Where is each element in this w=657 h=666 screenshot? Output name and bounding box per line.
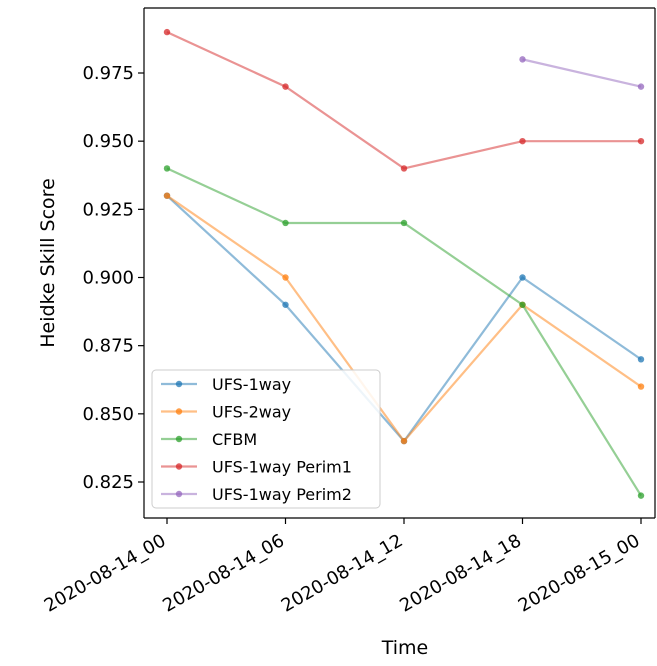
x-axis-label: Time — [381, 637, 429, 659]
y-tick-label: 0.875 — [82, 336, 134, 357]
data-point — [519, 56, 525, 62]
data-point — [401, 220, 407, 226]
x-tick-label: 2020-08-15_00 — [515, 530, 644, 616]
data-point — [164, 29, 170, 35]
y-axis-label: Heidke Skill Score — [37, 178, 59, 348]
data-point — [638, 492, 644, 498]
y-tick-label: 0.950 — [82, 131, 134, 152]
legend-entry-label: UFS-1way — [212, 375, 291, 394]
legend-swatch-marker — [176, 463, 182, 469]
data-point — [638, 356, 644, 362]
data-point — [519, 302, 525, 308]
x-tick-label: 2020-08-14_00 — [41, 530, 170, 616]
x-axis-ticks: 2020-08-14_002020-08-14_062020-08-14_122… — [41, 518, 644, 617]
data-point — [519, 274, 525, 280]
legend-swatch-marker — [176, 408, 182, 414]
y-tick-label: 0.825 — [82, 472, 134, 493]
data-point — [282, 302, 288, 308]
x-tick-label: 2020-08-14_12 — [278, 530, 407, 616]
legend-entry-label: UFS-1way Perim2 — [212, 485, 352, 504]
data-point — [282, 274, 288, 280]
y-tick-label: 0.925 — [82, 199, 134, 220]
y-tick-label: 0.900 — [82, 268, 134, 289]
legend-entry-label: UFS-2way — [212, 403, 291, 422]
data-point — [164, 193, 170, 199]
y-axis-ticks: 0.825 0.850 0.875 0.900 0.925 0.950 0.975 — [82, 63, 144, 493]
data-point — [638, 383, 644, 389]
legend-swatch-marker — [176, 436, 182, 442]
y-tick-label: 0.975 — [82, 63, 134, 84]
x-tick-label: 2020-08-14_18 — [396, 530, 525, 616]
legend-swatch-marker — [176, 381, 182, 387]
data-point — [638, 138, 644, 144]
data-point — [164, 165, 170, 171]
data-point — [519, 138, 525, 144]
legend-swatch-marker — [176, 491, 182, 497]
data-point — [638, 83, 644, 89]
y-tick-label: 0.850 — [82, 404, 134, 425]
data-point — [401, 165, 407, 171]
legend: UFS-1way UFS-2way CFBM UFS-1way Perim1 UFS-1… — [152, 370, 380, 508]
legend-entry-label: UFS-1way Perim1 — [212, 458, 352, 477]
data-point — [401, 438, 407, 444]
x-tick-label: 2020-08-14_06 — [159, 530, 288, 616]
data-point — [282, 83, 288, 89]
legend-entry-label: CFBM — [212, 430, 257, 449]
data-point — [282, 220, 288, 226]
